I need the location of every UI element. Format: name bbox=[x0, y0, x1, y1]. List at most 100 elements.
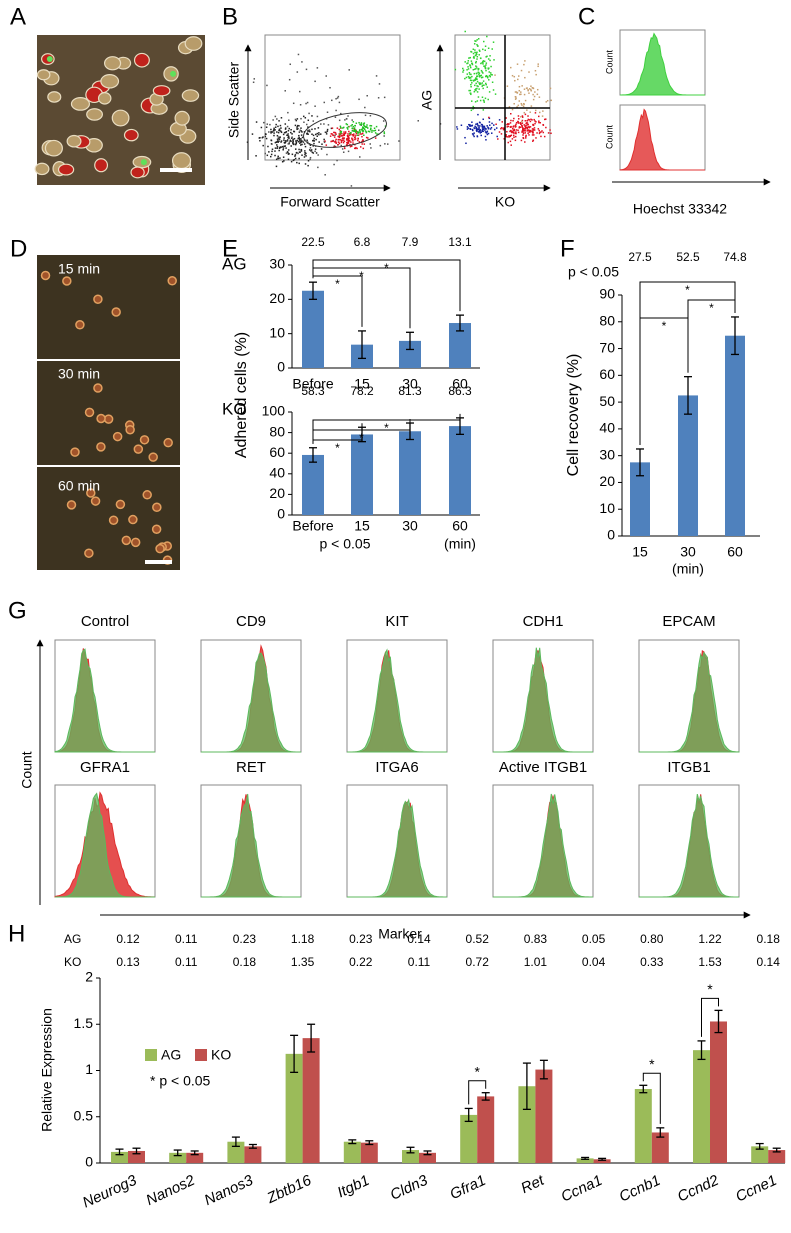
cell bbox=[155, 543, 165, 554]
histogram bbox=[619, 108, 705, 171]
dot bbox=[488, 117, 491, 120]
dot bbox=[539, 131, 541, 134]
dot bbox=[466, 73, 469, 75]
dot bbox=[469, 128, 471, 130]
dot bbox=[490, 132, 493, 134]
dot bbox=[338, 134, 341, 137]
dot bbox=[482, 60, 485, 62]
dot bbox=[298, 134, 300, 137]
dot bbox=[270, 132, 272, 134]
y-tick-label: 80 bbox=[599, 312, 615, 328]
dot bbox=[489, 128, 492, 130]
dot bbox=[478, 49, 481, 52]
dot bbox=[316, 115, 319, 118]
y-tick-label: 20 bbox=[269, 485, 285, 501]
dot bbox=[476, 128, 478, 130]
dot bbox=[542, 110, 544, 112]
flow-points bbox=[246, 30, 553, 187]
bar bbox=[302, 1038, 320, 1163]
dot bbox=[516, 106, 518, 108]
dot bbox=[534, 120, 536, 122]
dot bbox=[475, 65, 477, 67]
dot bbox=[293, 158, 295, 161]
significance-bracket bbox=[642, 1072, 661, 1124]
dot bbox=[340, 130, 343, 133]
dot bbox=[476, 55, 479, 58]
dot bbox=[304, 117, 307, 119]
bar bbox=[227, 1141, 245, 1163]
dot bbox=[277, 131, 280, 134]
dot bbox=[478, 54, 480, 56]
dot bbox=[298, 125, 300, 127]
cell bbox=[40, 270, 51, 281]
dot bbox=[513, 75, 516, 78]
dot bbox=[323, 140, 326, 143]
dot bbox=[520, 69, 523, 72]
dot bbox=[363, 143, 366, 145]
dot bbox=[520, 123, 522, 125]
dot bbox=[284, 127, 287, 129]
dot bbox=[479, 129, 481, 131]
axis-label: Count bbox=[604, 125, 614, 150]
dot bbox=[516, 92, 518, 94]
value-label: 0.22 bbox=[349, 955, 373, 969]
value-label: 86.3 bbox=[448, 384, 472, 398]
cells-a bbox=[34, 36, 203, 179]
dot bbox=[490, 126, 493, 129]
dot bbox=[326, 130, 329, 132]
dot bbox=[471, 128, 474, 131]
dot bbox=[475, 123, 477, 125]
dot bbox=[287, 149, 290, 151]
dot bbox=[514, 95, 517, 98]
dot bbox=[484, 49, 486, 52]
cell bbox=[47, 91, 62, 103]
dot bbox=[524, 127, 526, 130]
dot bbox=[343, 138, 345, 140]
dot bbox=[510, 129, 512, 132]
dot bbox=[542, 131, 545, 134]
dot bbox=[476, 100, 479, 102]
dot bbox=[510, 112, 512, 115]
dot bbox=[525, 126, 528, 129]
dot bbox=[478, 68, 480, 70]
y-tick-label: 60 bbox=[599, 366, 615, 382]
dot bbox=[474, 84, 476, 87]
dot bbox=[279, 124, 282, 127]
axis-label: Count bbox=[604, 50, 614, 75]
dot bbox=[297, 140, 300, 143]
dot bbox=[483, 60, 486, 63]
dot bbox=[542, 124, 545, 126]
dot bbox=[469, 79, 472, 81]
cell bbox=[96, 442, 106, 452]
dot bbox=[482, 63, 484, 65]
cell bbox=[128, 514, 138, 525]
value-label: 1.18 bbox=[291, 932, 315, 946]
dot bbox=[473, 55, 475, 58]
dot bbox=[485, 62, 488, 64]
dot bbox=[275, 158, 278, 161]
dot bbox=[505, 117, 507, 119]
bar bbox=[302, 454, 324, 515]
dot bbox=[349, 143, 351, 146]
dot bbox=[483, 65, 485, 67]
dot bbox=[488, 91, 491, 93]
dot bbox=[470, 60, 473, 62]
dot bbox=[271, 150, 273, 153]
dot bbox=[476, 122, 479, 125]
dot bbox=[550, 99, 553, 102]
dot bbox=[477, 85, 479, 88]
value-label: 1.01 bbox=[524, 955, 548, 969]
dot bbox=[506, 85, 509, 87]
dot bbox=[476, 87, 478, 90]
dot bbox=[291, 136, 293, 138]
dot bbox=[509, 130, 511, 133]
x-tick-label: 30 bbox=[402, 376, 418, 392]
dot bbox=[484, 45, 487, 48]
dot bbox=[355, 132, 358, 135]
dot bbox=[276, 118, 278, 120]
dot bbox=[521, 85, 523, 87]
dot bbox=[520, 120, 523, 123]
dot bbox=[270, 128, 272, 131]
dot bbox=[487, 126, 489, 129]
dot bbox=[359, 133, 362, 135]
